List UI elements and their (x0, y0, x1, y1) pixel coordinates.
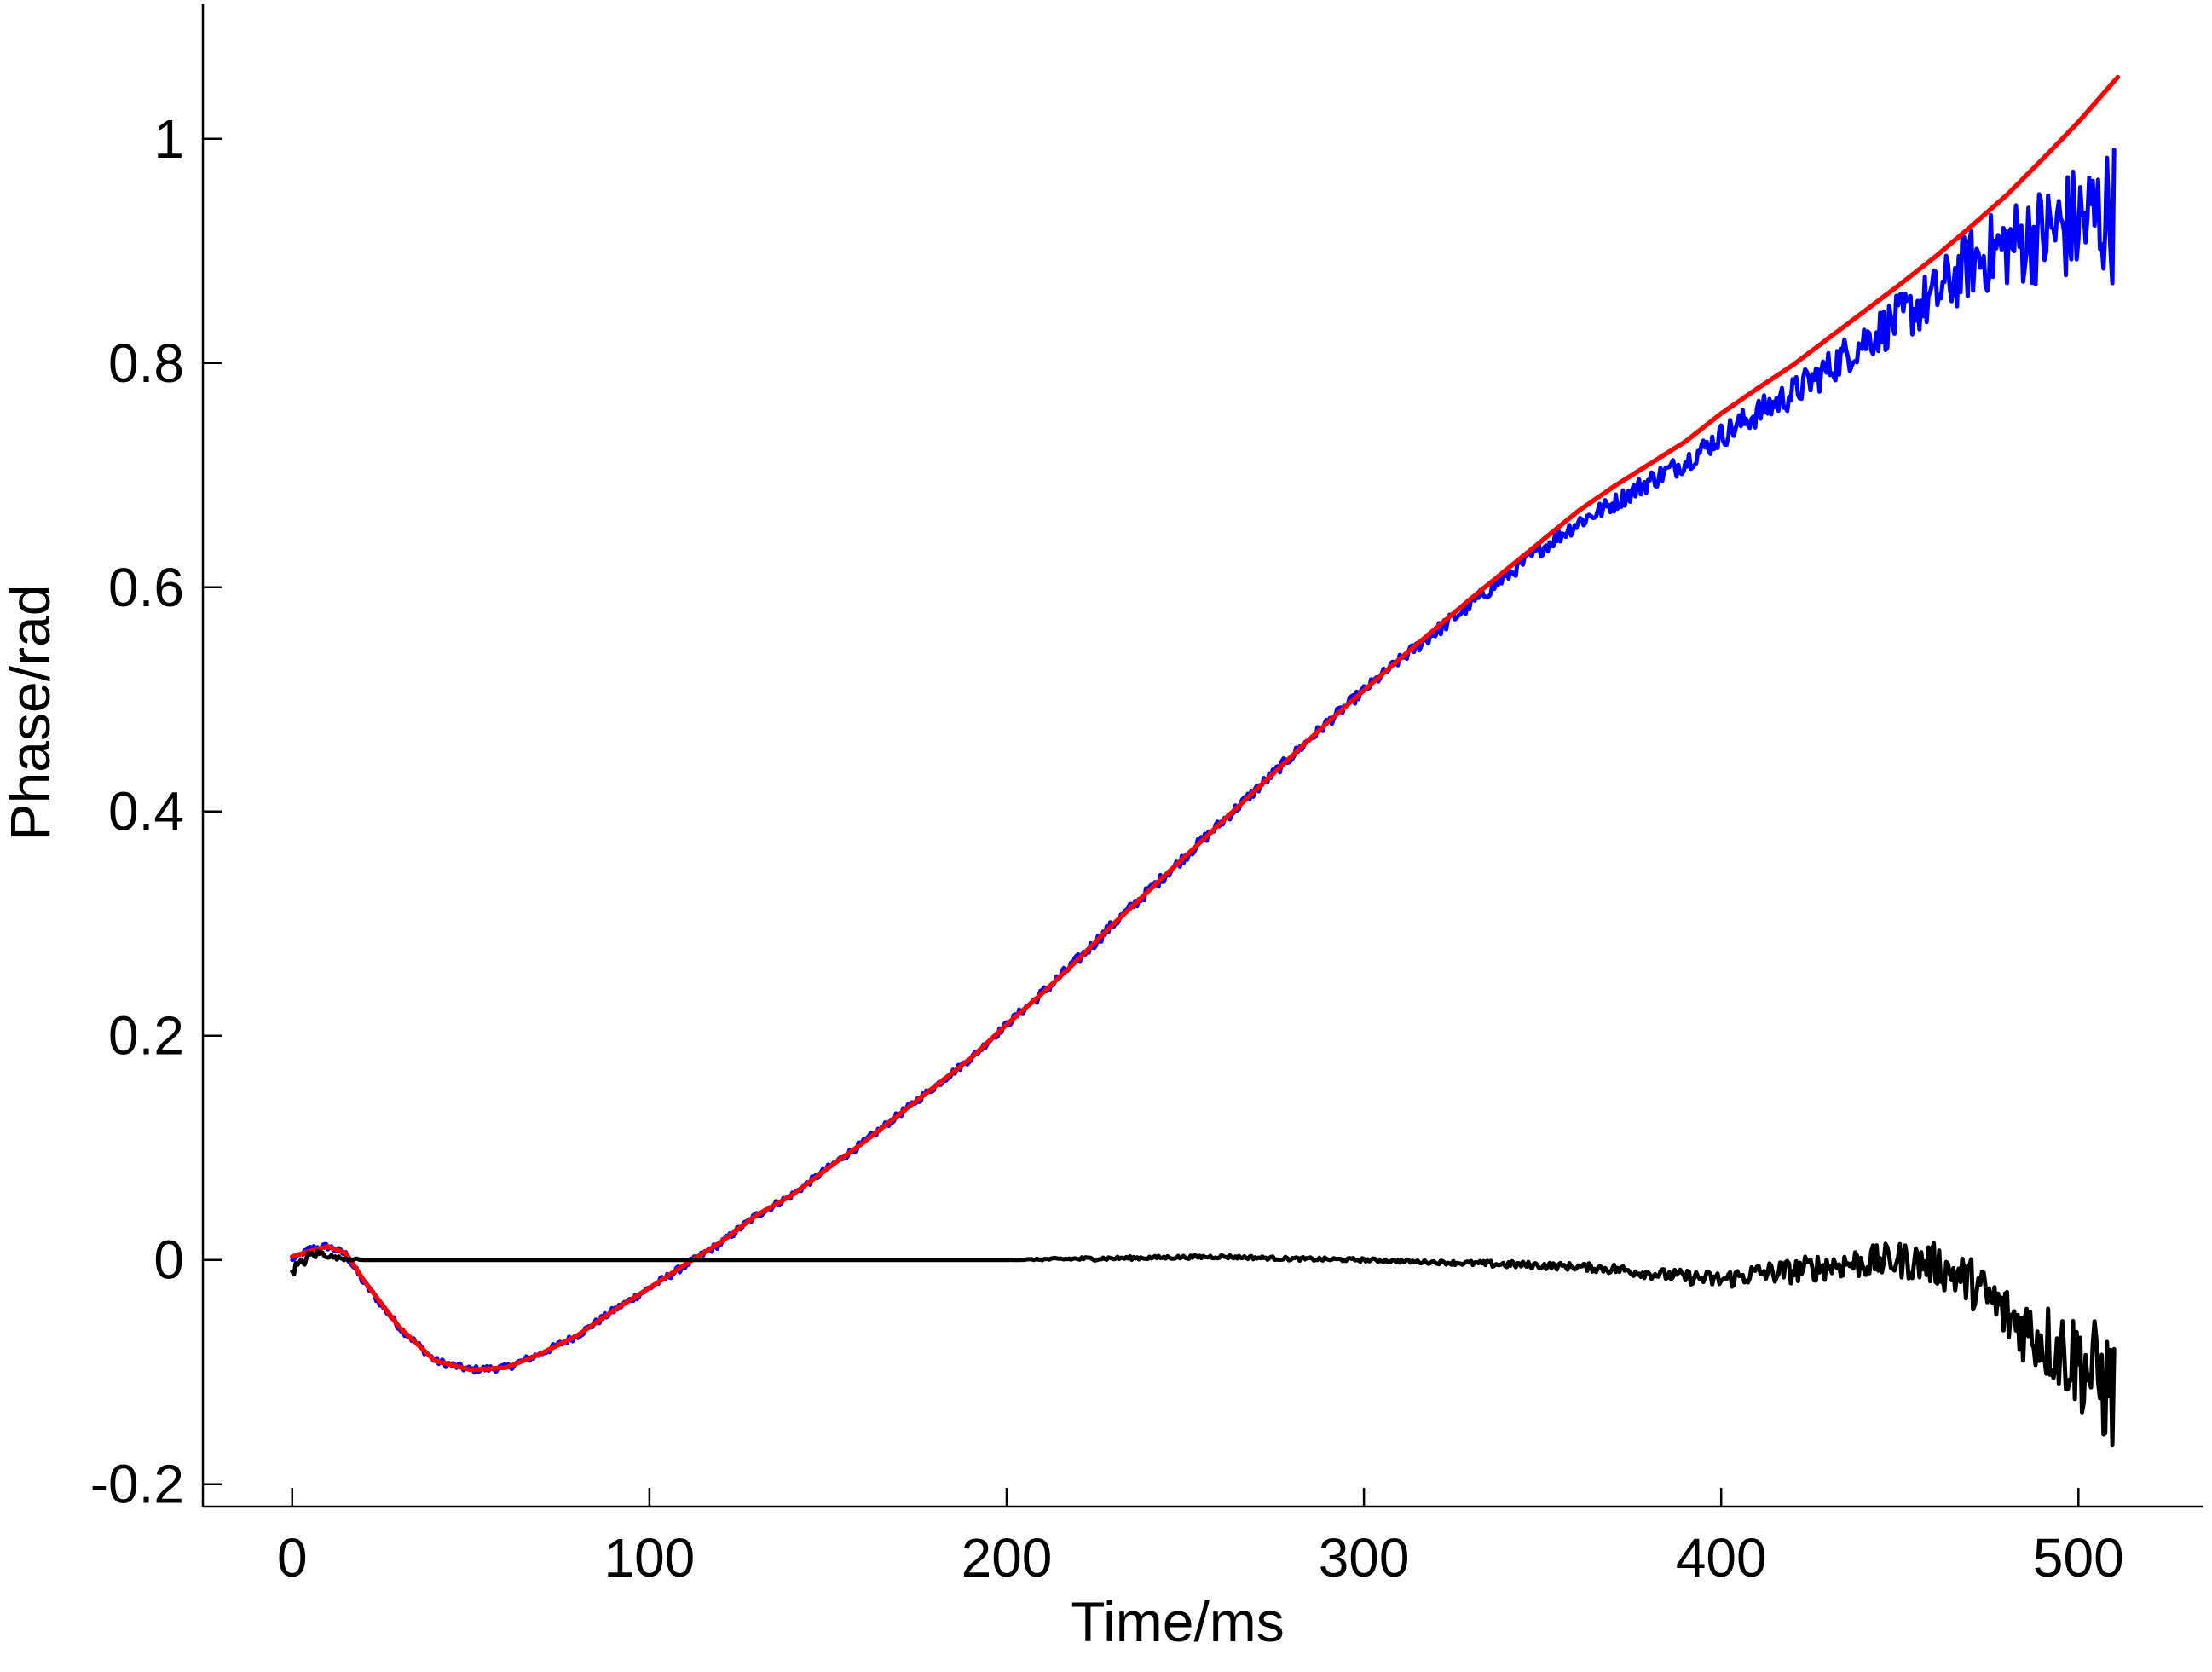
x-tick-label: 200 (962, 1527, 1053, 1588)
x-tick-label: 100 (604, 1527, 695, 1588)
ticks: 0 100 200 300 400 500 -0.2 0 0.2 0.4 0.6 0.8 1 (90, 108, 2124, 1588)
x-tick-label: 500 (2033, 1527, 2124, 1588)
y-tick-label: 0.8 (108, 333, 184, 394)
y-axis-title: Phase/rad (0, 585, 61, 842)
y-tick-label: 0.2 (108, 1005, 184, 1067)
y-tick-label: 0.6 (108, 557, 184, 618)
series-black-line (290, 1241, 2117, 1448)
axes (201, 4, 2203, 1508)
series-blue-line (290, 148, 2117, 1375)
y-tick-label: -0.2 (90, 1454, 184, 1515)
series-red-line (290, 74, 2121, 1373)
series-layer (290, 74, 2121, 1448)
y-tick-label: 1 (153, 108, 184, 170)
x-tick-label: 300 (1319, 1527, 1410, 1588)
x-tick-label: 0 (277, 1527, 308, 1588)
x-tick-label: 400 (1676, 1527, 1767, 1588)
x-axis-title: Time/ms (1071, 1590, 1285, 1653)
y-tick-label: 0.4 (108, 781, 184, 842)
y-tick-label: 0 (153, 1229, 184, 1291)
